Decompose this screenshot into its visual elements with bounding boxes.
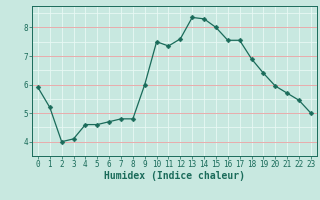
X-axis label: Humidex (Indice chaleur): Humidex (Indice chaleur)	[104, 171, 245, 181]
